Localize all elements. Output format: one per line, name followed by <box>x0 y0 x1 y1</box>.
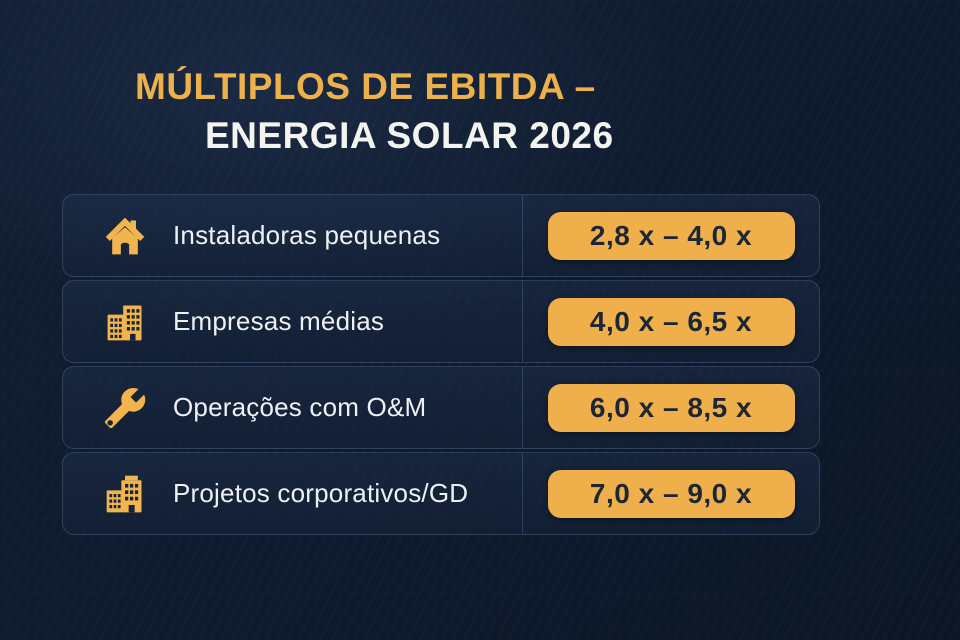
house-icon <box>103 214 147 258</box>
page-title-line1: MÚLTIPLOS DE EBITDA – <box>135 66 596 107</box>
multiple-range-badge: 7,0 x – 9,0 x <box>547 469 795 518</box>
row-label: Empresas médias <box>173 306 385 336</box>
range-cell: 4,0 x – 6,5 x <box>523 297 819 346</box>
segment-cell: Projetos corporativos/GD <box>63 453 523 534</box>
page-title: MÚLTIPLOS DE EBITDA – ENERGIA SOLAR 2026 <box>135 62 614 160</box>
table-row: Operações com O&M 6,0 x – 8,5 x <box>62 366 820 449</box>
segment-cell: Instaladoras pequenas <box>63 195 523 276</box>
multiple-range-badge: 4,0 x – 6,5 x <box>547 297 795 346</box>
office-building-icon <box>103 472 147 516</box>
row-label: Operações com O&M <box>173 392 427 422</box>
table-row: Empresas médias 4,0 x – 6,5 x <box>62 280 820 363</box>
multiple-range-badge: 6,0 x – 8,5 x <box>547 383 795 432</box>
row-label: Instaladoras pequenas <box>173 220 441 250</box>
row-label: Projetos corporativos/GD <box>173 478 469 508</box>
segment-cell: Empresas médias <box>63 281 523 362</box>
buildings-icon <box>103 300 147 344</box>
range-cell: 2,8 x – 4,0 x <box>523 211 819 260</box>
segment-cell: Operações com O&M <box>63 367 523 448</box>
range-cell: 7,0 x – 9,0 x <box>523 469 819 518</box>
range-cell: 6,0 x – 8,5 x <box>523 383 819 432</box>
table-row: Instaladoras pequenas 2,8 x – 4,0 x <box>62 194 820 277</box>
multiples-table: Instaladoras pequenas 2,8 x – 4,0 x <box>62 194 820 535</box>
page-title-line2: ENERGIA SOLAR 2026 <box>205 115 614 156</box>
wrench-icon <box>103 386 147 430</box>
multiple-range-badge: 2,8 x – 4,0 x <box>547 211 795 260</box>
table-row: Projetos corporativos/GD 7,0 x – 9,0 x <box>62 452 820 535</box>
